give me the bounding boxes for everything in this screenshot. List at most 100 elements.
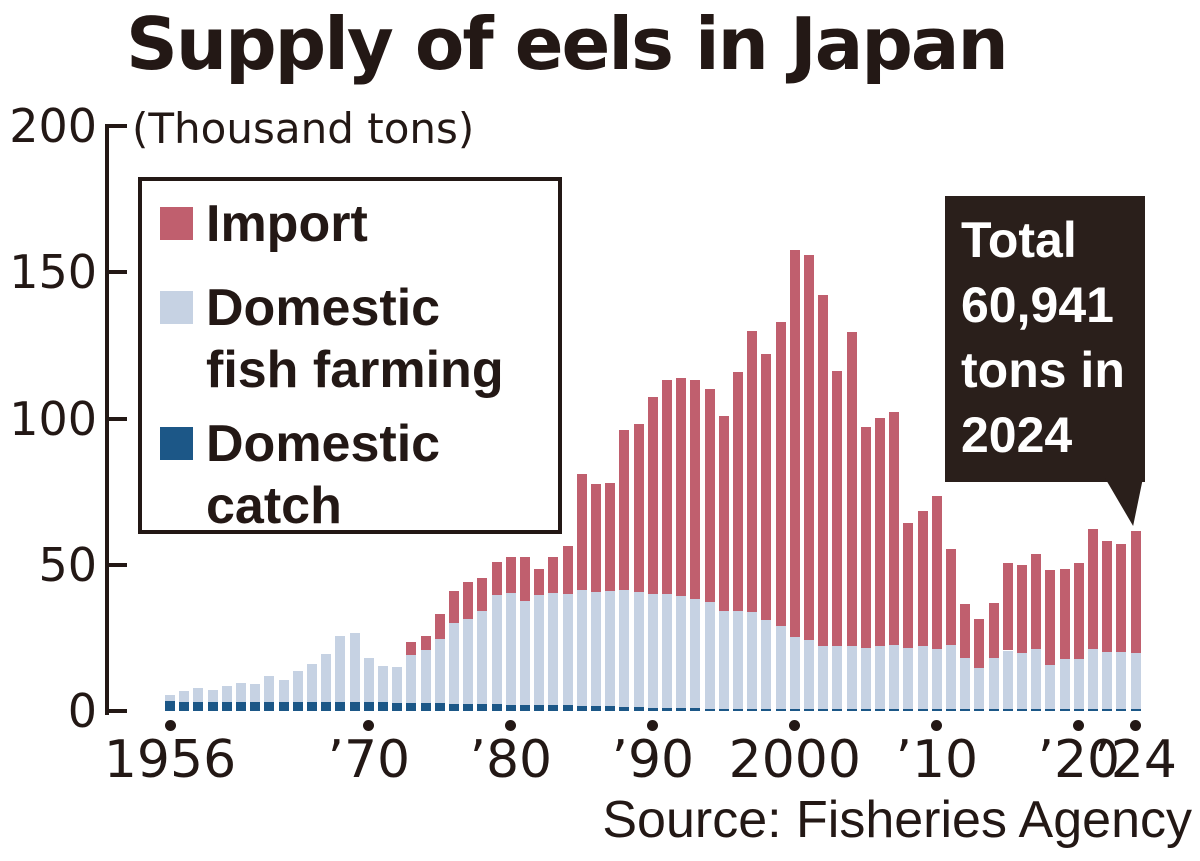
bar-1958-domestic-fish-farming [193,688,204,702]
bar-1992-import [676,377,687,596]
bar-1972-domestic-catch [392,702,403,711]
bar-2004-domestic-catch [846,709,857,711]
y-tick-0 [105,709,127,713]
bar-2021-import [1088,529,1098,650]
bar-1965-domestic-catch [292,701,303,711]
bar-2018-import [1045,570,1056,666]
bar-2006-domestic-fish-farming [875,646,885,709]
bar-2002-domestic-fish-farming [818,646,829,709]
bar-1984-import [562,545,573,595]
bar-1977-domestic-fish-farming [463,619,474,704]
bar-2017-import [1031,554,1042,650]
bar-2021-domestic-catch [1088,709,1098,711]
bar-2005-domestic-catch [860,709,871,711]
callout-line1: Total [961,212,1077,268]
y-tick-100 [105,416,127,421]
bar-1979-domestic-catch [491,704,502,711]
bar-2016-domestic-catch [1017,709,1027,711]
legend-label-import: Import [206,193,368,255]
bar-2007-domestic-catch [889,709,900,711]
x-tick-label-2020: ’20 [1037,730,1121,790]
y-tick-label-100: 100 [9,391,97,446]
bar-2013-domestic-fish-farming [974,668,985,709]
y-tick-label-150: 150 [9,245,97,300]
bar-1962-domestic-fish-farming [250,684,261,702]
bar-1999-domestic-fish-farming [775,625,786,709]
bar-1986-domestic-catch [591,706,601,711]
bar-1988-domestic-fish-farming [619,589,630,707]
bar-1983-import [548,557,559,593]
bar-1979-domestic-fish-farming [491,594,502,705]
x-tick-label-2024: ’24 [1094,730,1177,790]
bar-2008-domestic-catch [903,709,914,711]
bar-2024-domestic-fish-farming [1130,653,1141,709]
bar-1983-domestic-fish-farming [548,592,559,706]
bar-1966-domestic-fish-farming [307,663,317,702]
bar-1993-domestic-catch [690,708,701,711]
legend-label-domestic-catch: Domestic catch [206,413,440,537]
bar-2020-domestic-fish-farming [1073,659,1084,709]
bar-2008-import [903,522,914,648]
bar-2000-import [789,250,800,637]
bar-1956-domestic-catch [165,701,175,711]
y-axis-unit-label: (Thousand tons) [132,104,475,153]
bar-1969-domestic-catch [349,701,360,711]
bar-1973-domestic-catch [406,702,417,711]
x-tick-dot-1980 [505,720,517,731]
bar-1981-domestic-fish-farming [520,601,530,705]
bar-2023-domestic-catch [1116,709,1127,711]
bar-1978-domestic-fish-farming [477,610,488,705]
bar-2014-import [988,602,999,658]
y-tick-label-200: 200 [9,99,97,153]
y-tick-label-50: 50 [38,537,97,592]
bar-1962-domestic-catch [250,701,261,711]
legend-label-farming-line2: fish farming [206,341,504,399]
bar-1994-domestic-catch [704,708,715,711]
bar-2017-domestic-fish-farming [1031,649,1042,709]
bar-1999-import [775,321,786,626]
bar-1990-domestic-catch [647,707,658,711]
bar-1980-domestic-catch [505,704,516,711]
bar-1988-import [619,430,630,590]
legend-swatch-domestic-fish-farming [160,291,193,324]
bar-2000-domestic-catch [789,708,800,711]
bar-2014-domestic-fish-farming [988,657,999,709]
bar-1983-domestic-catch [548,705,559,711]
bar-1993-domestic-fish-farming [690,598,701,709]
bar-2003-import [832,371,843,647]
bar-1982-domestic-catch [534,704,545,711]
bar-1975-import [434,614,445,640]
callout-pointer-tail [1105,478,1143,526]
bar-2019-domestic-catch [1059,709,1070,711]
bar-2011-domestic-catch [946,709,956,711]
bar-2022-import [1102,541,1113,652]
x-tick-dot-2010 [931,720,943,731]
bar-2003-domestic-catch [832,709,843,711]
bar-2011-import [946,548,956,645]
bar-2013-import [974,618,985,669]
bar-2004-import [846,331,857,647]
bar-2015-import [1002,563,1013,651]
bar-1964-domestic-fish-farming [278,680,289,703]
x-tick-dot-2024 [1130,720,1142,731]
bar-1989-domestic-fish-farming [633,591,644,708]
bar-1994-import [704,389,715,602]
bar-1960-domestic-fish-farming [221,685,232,702]
bar-1996-domestic-catch [733,708,743,711]
bar-1969-domestic-fish-farming [349,633,360,702]
bar-2010-domestic-fish-farming [931,649,942,709]
bar-1992-domestic-catch [676,708,687,711]
legend-swatch-domestic-catch [160,427,193,460]
x-tick-label-2010: ’10 [895,730,979,790]
bar-1972-domestic-fish-farming [392,667,403,703]
bar-2015-domestic-fish-farming [1002,650,1013,709]
legend-label-catch-line2: catch [206,477,342,535]
bar-1981-import [520,557,530,602]
bar-2012-import [960,604,971,658]
legend-label-import-line: Import [206,195,368,253]
legend-label-farming-line1: Domestic [206,279,441,337]
bar-1989-domestic-catch [633,707,644,711]
bar-1964-domestic-catch [278,702,289,711]
bar-1992-domestic-fish-farming [676,595,687,709]
y-tick-150 [105,270,127,275]
